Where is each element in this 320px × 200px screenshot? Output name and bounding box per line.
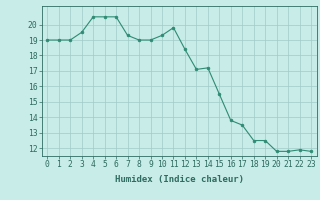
X-axis label: Humidex (Indice chaleur): Humidex (Indice chaleur)	[115, 175, 244, 184]
